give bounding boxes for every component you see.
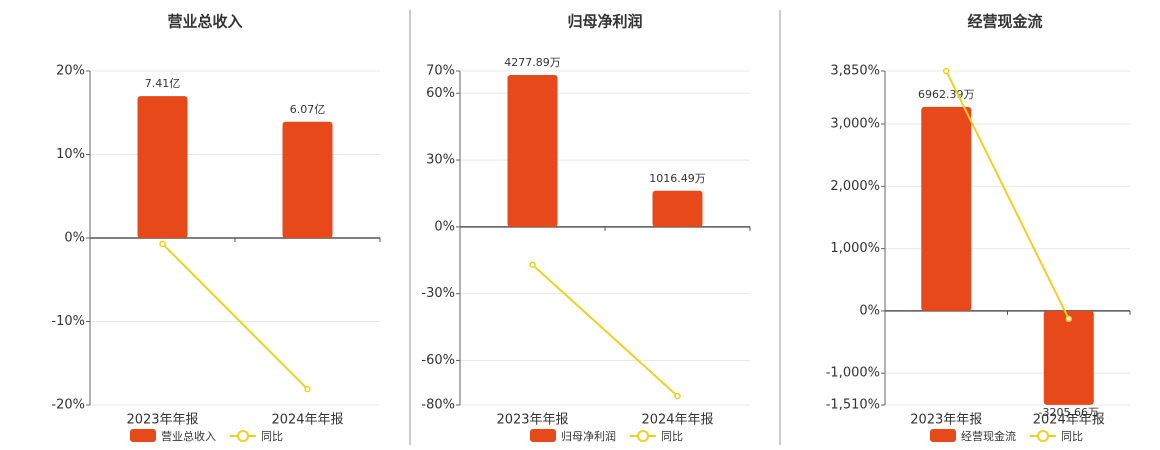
y-tick-label: 1,000% [830,241,880,256]
y-tick-label: 2,000% [830,179,880,194]
legend-label: 经营现金流 [961,429,1016,443]
legend-label: 同比 [1061,430,1083,443]
line-point [529,261,536,268]
y-tick-label: -60% [421,353,455,368]
legend-swatch [530,429,556,442]
value-label: 1016.49万 [649,172,706,185]
legend-label: 归母净利润 [561,429,616,443]
bar [921,106,972,311]
bar [282,121,333,238]
value-label: 6962.39万 [918,88,975,101]
value-label: 4277.89万 [504,56,561,69]
value-label: 7.41亿 [145,77,181,90]
legend-swatch [637,430,649,442]
x-tick-label: 2023年年报 [910,413,982,428]
line-point [1065,315,1072,323]
legend-label: 同比 [261,430,283,443]
x-tick-label: 2024年年报 [271,413,343,428]
y-tick-label: -80% [421,398,455,413]
y-tick-label: 70% [426,64,455,79]
value-label: 6.07亿 [290,103,326,116]
y-tick-label: -1,510% [826,398,880,413]
x-tick-label: 2023年年报 [496,413,568,428]
line [945,70,1070,320]
y-tick-label: 10% [56,147,85,162]
x-tick-label: 2023年年报 [126,413,198,428]
y-tick-label: -10% [51,314,85,329]
line-point [674,392,681,400]
legend-label: 营业总收入 [161,429,216,443]
y-tick-label: 60% [426,86,455,101]
legend-swatch [130,429,156,442]
y-tick-label: 0% [859,303,880,318]
y-tick-label: -1,000% [826,366,880,381]
bar [1043,310,1094,405]
bar [652,190,703,227]
legend-label: 同比 [661,430,683,443]
x-tick-label: 2024年年报 [1033,413,1105,428]
value-label: -3205.66万 [1039,406,1099,419]
line-point [304,385,311,393]
legend-swatch [1037,430,1049,442]
y-tick-label: -20% [51,398,85,413]
y-tick-label: 3,000% [830,116,880,131]
x-tick-label: 2024年年报 [641,413,713,428]
line-point [159,240,166,248]
y-tick-label: 20% [56,64,85,79]
bar [507,75,558,227]
y-tick-label: 0% [434,219,455,234]
chart-title: 归母净利润 [567,13,642,31]
legend-swatch [237,430,249,442]
line [531,263,679,397]
chart-title: 经营现金流 [967,13,1042,31]
bar [137,96,188,238]
line-point [943,67,950,75]
y-tick-label: 30% [426,153,455,168]
y-tick-label: 3,850% [830,64,880,79]
line [161,243,309,390]
y-tick-label: -30% [421,286,455,301]
legend-swatch [930,429,956,442]
chart-title: 营业总收入 [167,13,242,31]
y-tick-label: 0% [64,231,85,246]
